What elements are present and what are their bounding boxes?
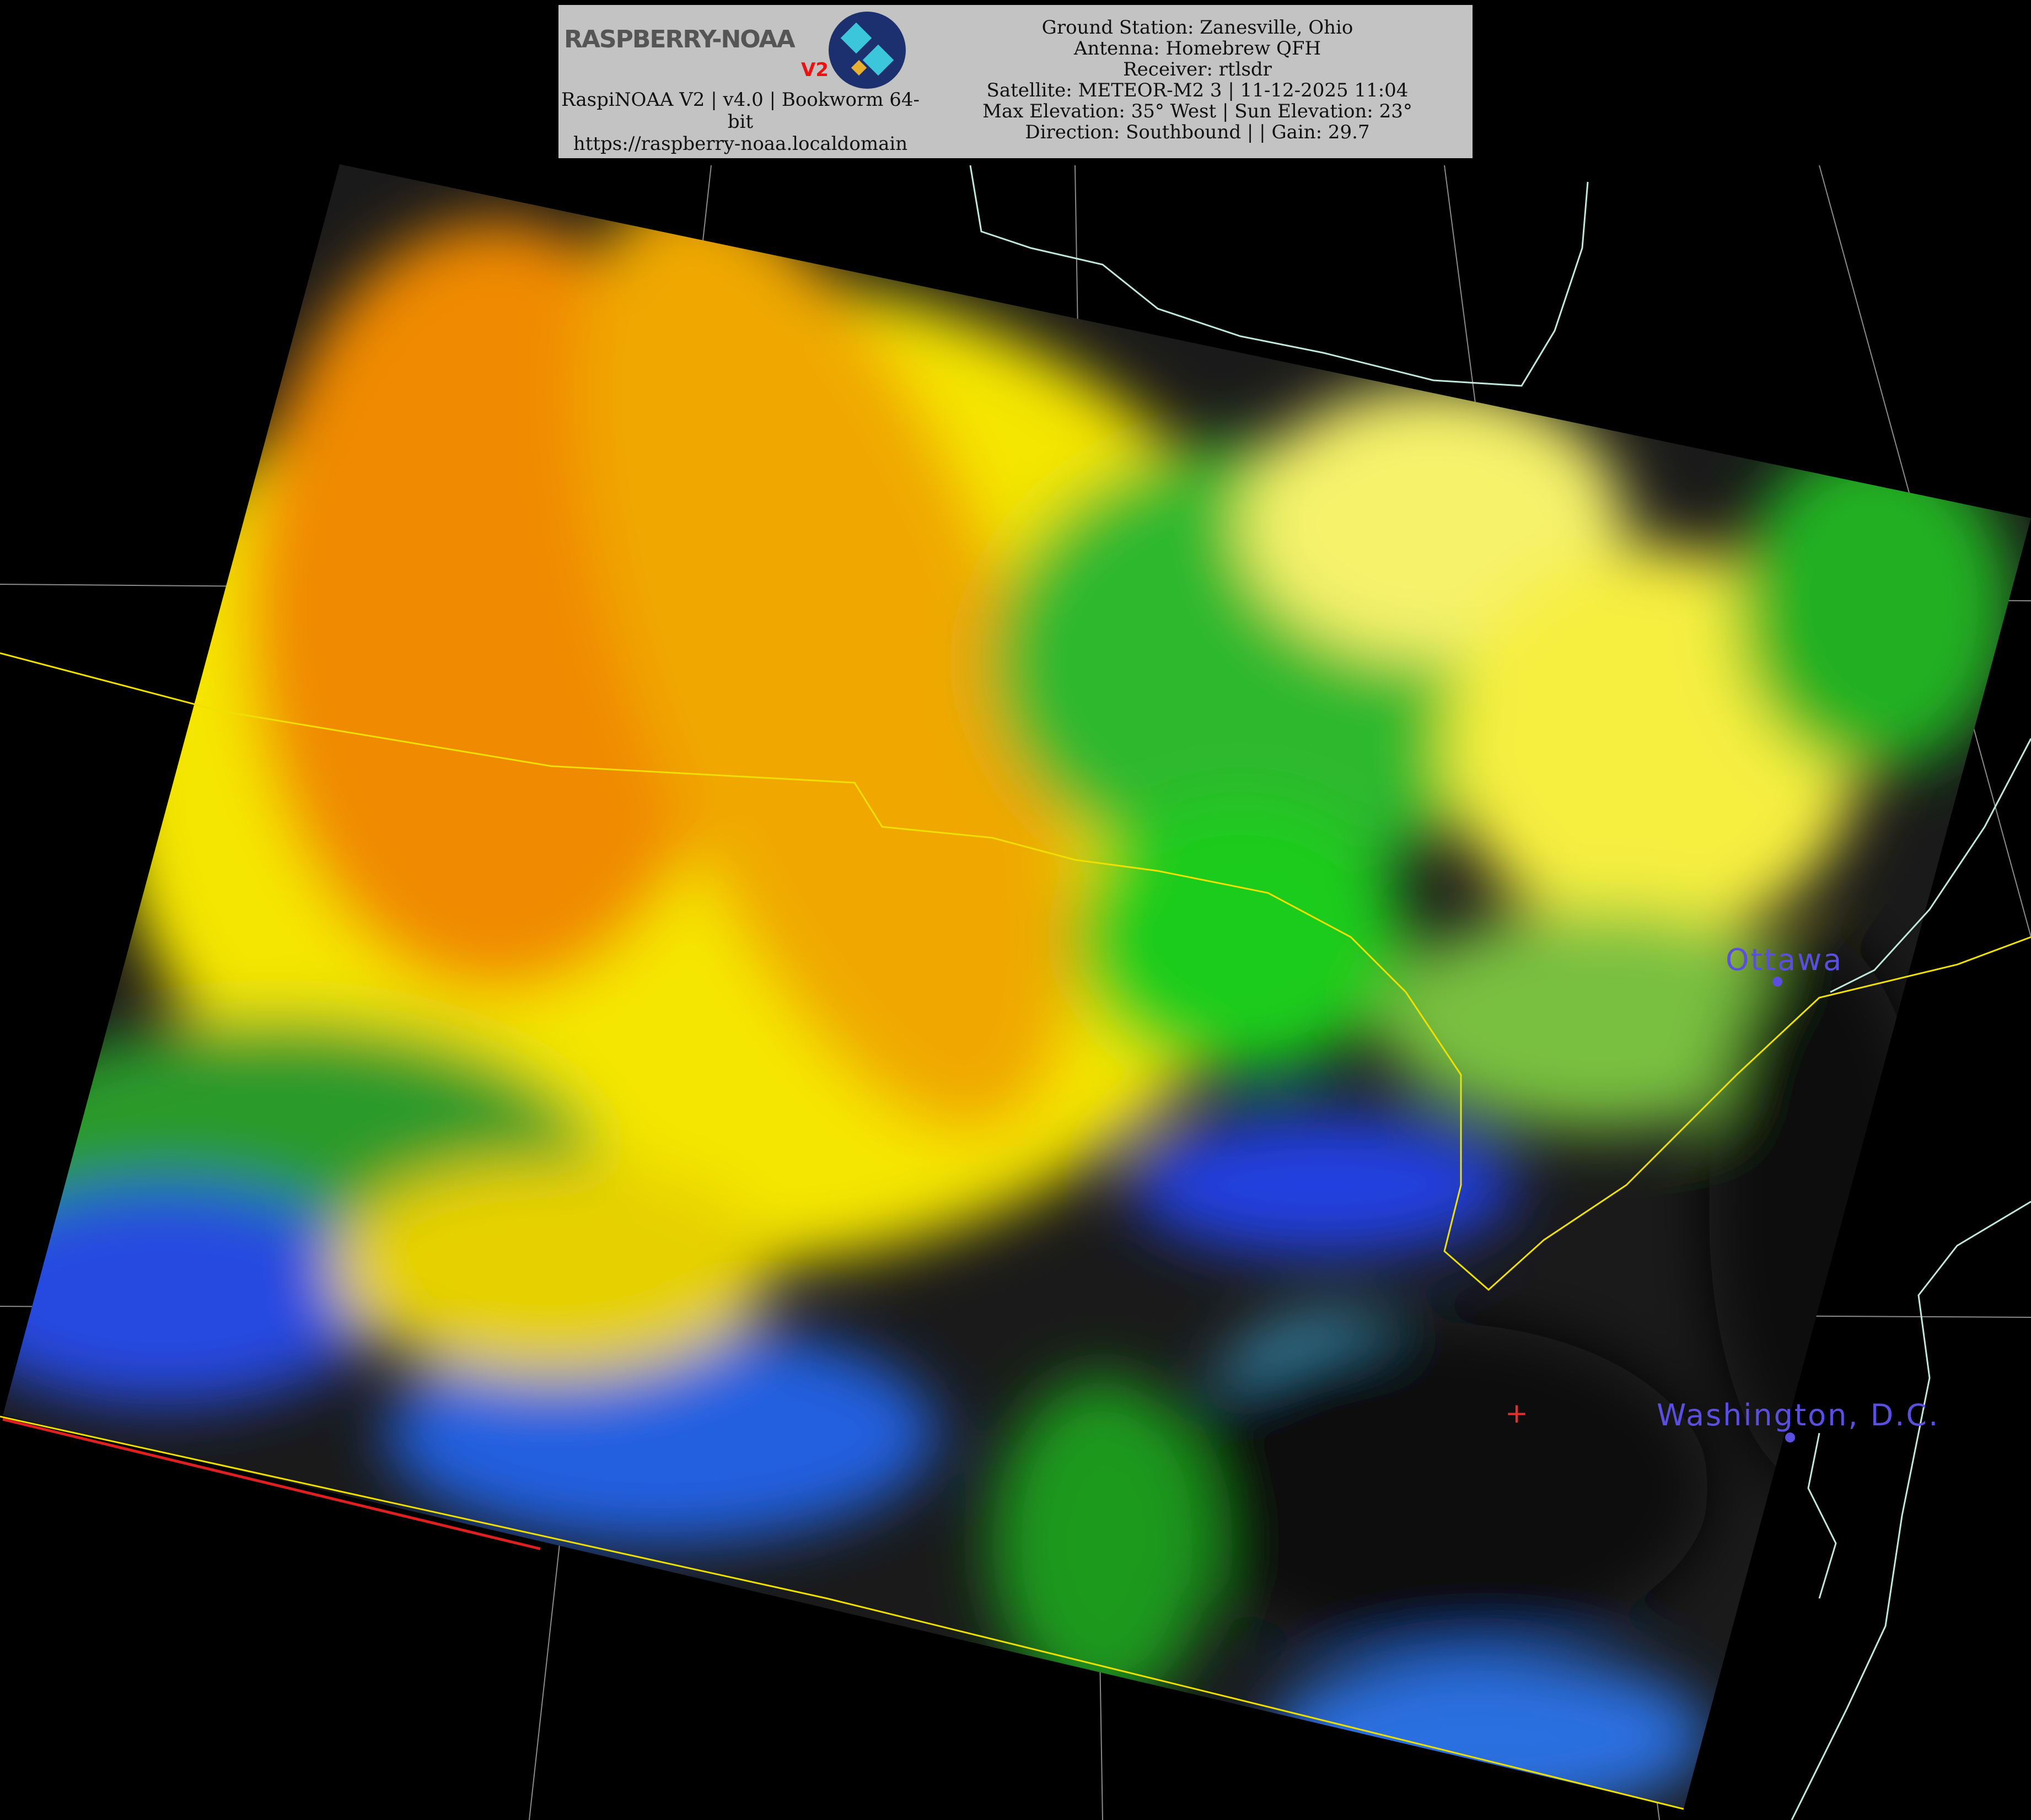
city-label-washington-dc: Washington, D.C. xyxy=(1657,1398,1940,1433)
ground-station-marker-icon: + xyxy=(1505,1397,1528,1429)
elevation-info: Max Elevation: 35° West | Sun Elevation:… xyxy=(982,100,1412,122)
raspberry-noaa-logo: RASPBERRY-NOAA V2 RaspiNOAA V2 | v4.0 | … xyxy=(558,5,922,158)
pass-info-header: RASPBERRY-NOAA V2 RaspiNOAA V2 | v4.0 | … xyxy=(558,5,1473,158)
satellite-swath xyxy=(3,164,2031,1809)
border-lines xyxy=(0,652,2031,1810)
logo-version: V2 xyxy=(801,59,829,81)
city-marker-ottawa xyxy=(1772,977,1782,987)
satellite-datetime: Satellite: METEOR-M2 3 | 11-12-2025 11:0… xyxy=(986,79,1409,101)
ground-station: Ground Station: Zanesville, Ohio xyxy=(1041,17,1353,39)
direction-gain: Direction: Southbound | | Gain: 29.7 xyxy=(1025,121,1370,143)
software-version: RaspiNOAA V2 | v4.0 | Bookworm 64-bit xyxy=(561,89,920,133)
city-marker-washington-dc xyxy=(1785,1433,1795,1442)
software-info: RaspiNOAA V2 | v4.0 | Bookworm 64-bit ht… xyxy=(558,89,922,155)
coastlines xyxy=(969,165,2031,1820)
swath-edge xyxy=(2,1418,541,1550)
pass-details: Ground Station: Zanesville, Ohio Antenna… xyxy=(922,17,1473,143)
logo-text: RASPBERRY-NOAA xyxy=(564,25,796,53)
antenna: Antenna: Homebrew QFH xyxy=(1073,37,1321,60)
city-label-ottawa: Ottawa xyxy=(1726,943,1844,977)
station-url: https://raspberry-noaa.localdomain xyxy=(573,133,908,155)
satellite-logo-icon xyxy=(829,12,906,89)
receiver: Receiver: rtlsdr xyxy=(1123,58,1272,80)
